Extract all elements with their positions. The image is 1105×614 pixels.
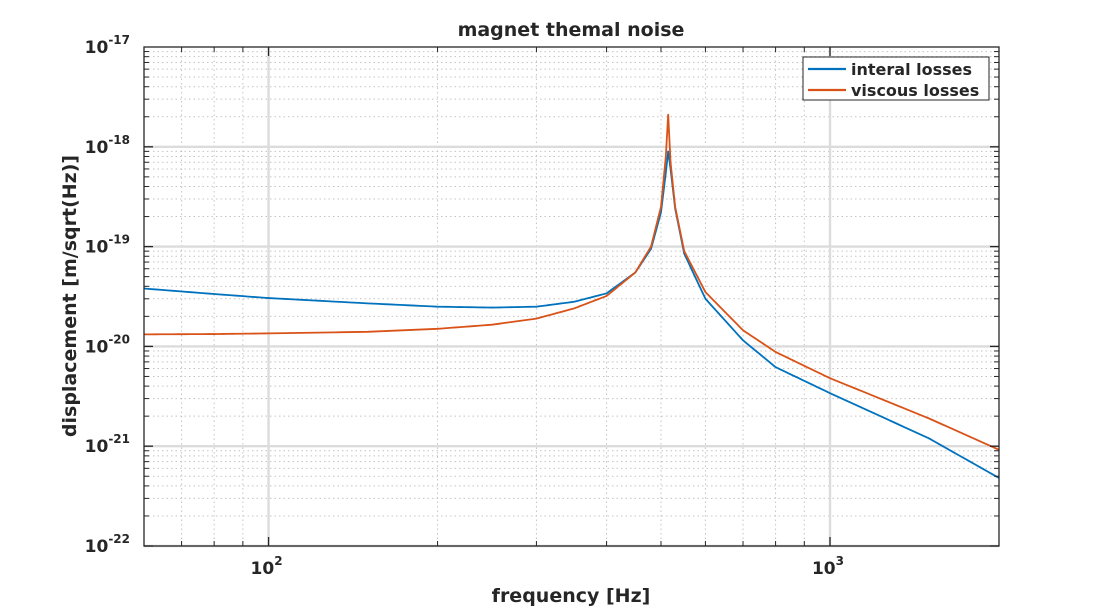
legend-label-1: interal losses (851, 60, 972, 79)
y-tick-label: 10-22 (85, 532, 130, 557)
plot-frame (143, 46, 1000, 547)
y-axis-label: displacement [m/sqrt(Hz)] (59, 155, 81, 437)
series-line-1 (143, 150, 1000, 479)
legend: interal losses viscous losses (802, 56, 990, 101)
x-axis-label: frequency [Hz] (492, 585, 651, 607)
chart-title: magnet themal noise (458, 19, 685, 41)
legend-label-2: viscous losses (851, 81, 979, 100)
legend-box (802, 56, 990, 101)
y-tick-label: 10-20 (85, 332, 130, 357)
y-tick-label: 10-19 (85, 233, 130, 258)
plot-area (144, 47, 999, 546)
y-tick-label: 10-18 (85, 133, 130, 158)
y-tick-label: 10-17 (85, 33, 130, 58)
x-tick-label: 103 (812, 554, 844, 579)
axis-ticks (143, 47, 1000, 547)
tick-labels: 10-22 10-21 10-20 10-19 10-18 10-17 102 103 (85, 33, 844, 579)
y-tick-label: 10-21 (85, 432, 130, 457)
series-line-2 (143, 113, 1000, 451)
x-tick-label: 102 (251, 554, 283, 579)
series-layer (143, 113, 1000, 479)
